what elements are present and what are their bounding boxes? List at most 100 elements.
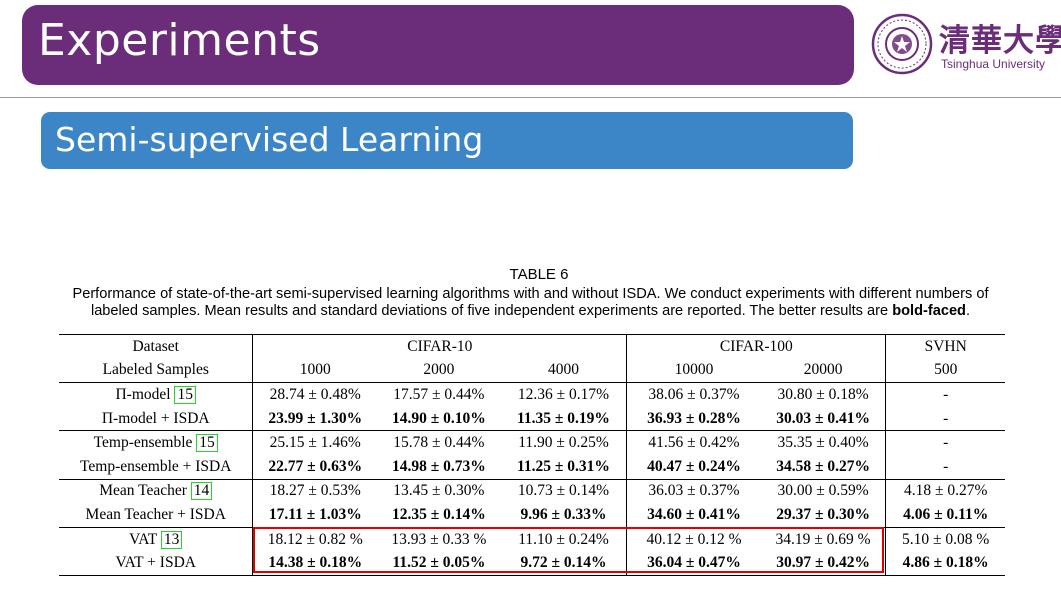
result-cell: 17.57 ± 0.44%: [377, 382, 501, 407]
table-row: Mean Teacher + ISDA 17.11 ± 1.03% 12.35 …: [59, 503, 1005, 528]
result-cell: 36.93 ± 0.28%: [647, 409, 741, 427]
citation-ref[interactable]: 15: [174, 385, 196, 404]
citation-ref[interactable]: 13: [160, 530, 183, 549]
dataset-header: Dataset: [59, 333, 254, 359]
result-cell: 36.03 ± 0.37%: [626, 478, 761, 504]
result-cell: 5.10 ± 0.08 %: [885, 526, 1005, 552]
result-cell: 9.96 ± 0.33%: [500, 503, 628, 528]
result-cell: -: [943, 457, 949, 475]
result-cell: 30.97 ± 0.42%: [760, 551, 887, 576]
caption-line1: Performance of state-of-the-art semi-sup…: [72, 286, 989, 302]
result-cell: 4.06 ± 0.11%: [903, 505, 989, 523]
result-cell: 14.38 ± 0.18%: [252, 551, 378, 576]
samples-header: 4000: [500, 358, 628, 383]
method-name: Temp-ensemble: [93, 434, 193, 452]
method-name: VAT: [129, 530, 157, 548]
result-cell: 17.11 ± 1.03%: [268, 505, 362, 523]
result-cell: 18.12 ± 0.82 %: [252, 526, 378, 552]
caption-bold-text: bold-faced: [892, 303, 966, 319]
method-name: Mean Teacher + ISDA: [59, 503, 254, 528]
result-cell: 25.15 ± 1.46%: [252, 430, 378, 455]
tsinghua-logo: 清華大學 Tsinghua University: [871, 13, 1061, 77]
result-cell: 15.78 ± 0.44%: [377, 430, 501, 455]
result-cell: 13.93 ± 0.33 %: [377, 526, 501, 552]
table-label: TABLE 6: [509, 266, 569, 283]
result-cell: 29.37 ± 0.30%: [760, 503, 887, 528]
result-cell: 18.27 ± 0.53%: [252, 478, 378, 504]
method-cell: Π-model 15: [59, 382, 254, 407]
result-cell: 34.60 ± 0.41%: [647, 505, 741, 523]
samples-header: 20000: [760, 358, 887, 383]
result-cell: 22.77 ± 0.63%: [268, 457, 363, 475]
result-cell: 11.10 ± 0.24%: [500, 526, 628, 552]
samples-header: 2000: [423, 361, 455, 379]
table-row: Temp-ensemble 15 25.15 ± 1.46% 15.78 ± 0…: [59, 430, 1005, 455]
result-cell: 14.98 ± 0.73%: [392, 457, 486, 475]
result-cell: 38.06 ± 0.37%: [626, 382, 761, 407]
table-header-row: Dataset CIFAR-10 CIFAR-100 SVHN: [59, 333, 1005, 359]
method-cell: VAT 13: [59, 526, 254, 552]
result-cell: 11.35 ± 0.19%: [500, 406, 628, 431]
result-cell: 11.52 ± 0.05%: [377, 551, 501, 576]
result-cell: -: [885, 382, 1005, 407]
result-cell: 11.90 ± 0.25%: [500, 430, 628, 455]
method-name: Π-model: [115, 385, 171, 403]
slide-title: Experiments: [38, 15, 321, 66]
result-cell: 10.73 ± 0.14%: [500, 478, 628, 504]
caption-end: .: [965, 303, 971, 319]
university-seal-icon: [871, 13, 933, 75]
header-divider: [0, 97, 1061, 98]
result-cell: 36.04 ± 0.47%: [626, 551, 761, 576]
result-cell: 14.90 ± 0.10%: [392, 409, 486, 427]
result-cell: 30.03 ± 0.41%: [760, 406, 887, 431]
table-row: Mean Teacher 14 18.27 ± 0.53% 13.45 ± 0.…: [59, 478, 1005, 504]
result-cell: -: [885, 430, 1005, 455]
caption-line2: labeled samples. Mean results and standa…: [90, 303, 893, 319]
citation-ref[interactable]: 15: [196, 434, 218, 453]
result-cell: 35.35 ± 0.40%: [760, 430, 887, 455]
result-cell: 28.74 ± 0.48%: [252, 382, 378, 407]
table-row: Π-model + ISDA 23.99 ± 1.30% 14.90 ± 0.1…: [59, 406, 1005, 431]
method-name: VAT + ISDA: [59, 551, 254, 576]
table-caption: Performance of state-of-the-art semi-sup…: [0, 286, 1061, 320]
result-cell: 4.18 ± 0.27%: [885, 478, 1005, 504]
section-title: Semi-supervised Learning: [55, 120, 484, 159]
result-cell: 13.45 ± 0.30%: [377, 478, 501, 504]
result-cell: -: [943, 409, 949, 427]
results-table: Dataset CIFAR-10 CIFAR-100 SVHN Labeled …: [59, 333, 1005, 576]
samples-header: 1000: [299, 361, 331, 379]
labeled-samples-header: Labeled Samples: [59, 358, 254, 383]
table-row: Π-model 15 28.74 ± 0.48% 17.57 ± 0.44% 1…: [59, 382, 1005, 407]
samples-header-row: Labeled Samples 1000 2000 4000 10000 200…: [59, 358, 1005, 383]
method-name: Mean Teacher: [99, 482, 187, 500]
method-name: Temp-ensemble + ISDA: [59, 454, 254, 480]
section-bar: Semi-supervised Learning: [41, 112, 853, 169]
title-bar: Experiments: [22, 5, 854, 85]
logo-chinese-text: 清華大學: [939, 23, 1061, 59]
logo-english-text: Tsinghua University: [941, 57, 1046, 71]
dataset-svhn: SVHN: [885, 333, 1005, 359]
dataset-cifar100: CIFAR-100: [626, 333, 887, 359]
samples-header: 10000: [674, 361, 714, 379]
table-row: VAT + ISDA 14.38 ± 0.18% 11.52 ± 0.05% 9…: [59, 551, 1005, 576]
result-cell: 12.36 ± 0.17%: [500, 382, 628, 407]
result-cell: 4.86 ± 0.18%: [885, 551, 1005, 576]
citation-ref[interactable]: 14: [190, 482, 213, 501]
method-name: Π-model + ISDA: [59, 406, 254, 431]
samples-header: 500: [934, 361, 958, 379]
result-cell: 40.12 ± 0.12 %: [626, 526, 761, 552]
table-row: VAT 13 18.12 ± 0.82 % 13.93 ± 0.33 % 11.…: [59, 526, 1005, 552]
result-cell: 9.72 ± 0.14%: [500, 551, 628, 576]
result-cell: 23.99 ± 1.30%: [268, 409, 363, 427]
result-cell: 12.35 ± 0.14%: [392, 505, 486, 523]
result-cell: 30.80 ± 0.18%: [760, 382, 887, 407]
result-cell: 30.00 ± 0.59%: [760, 478, 887, 504]
result-cell: 41.56 ± 0.42%: [626, 430, 761, 455]
table-row: Temp-ensemble + ISDA 22.77 ± 0.63% 14.98…: [59, 454, 1005, 480]
result-cell: 11.25 ± 0.31%: [500, 454, 628, 480]
dataset-cifar10: CIFAR-10: [252, 333, 628, 359]
result-cell: 34.58 ± 0.27%: [760, 454, 887, 480]
method-cell: Temp-ensemble 15: [59, 430, 254, 455]
result-cell: 34.19 ± 0.69 %: [760, 526, 887, 552]
result-cell: 40.47 ± 0.24%: [647, 457, 741, 475]
